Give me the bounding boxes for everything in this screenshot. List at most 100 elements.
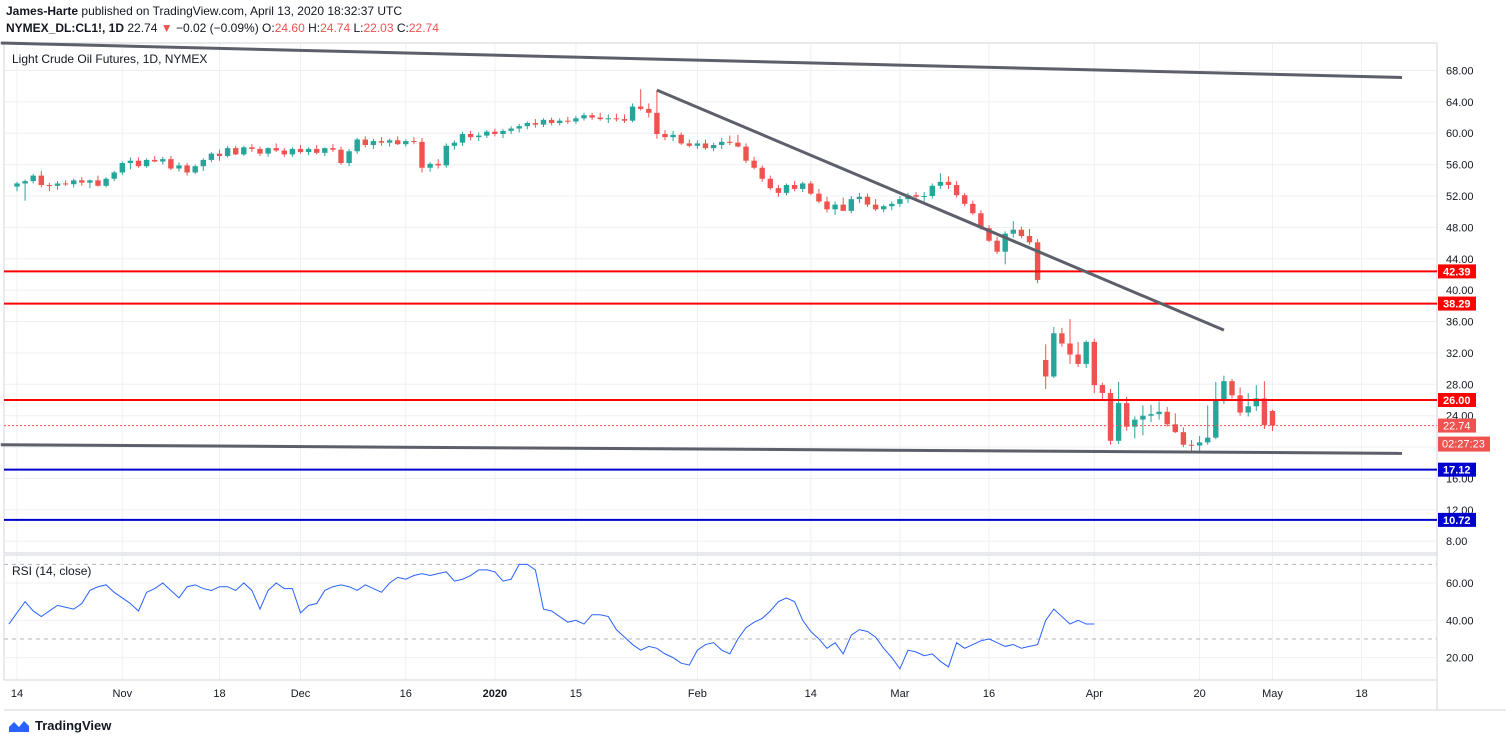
- candle-down: [249, 147, 255, 149]
- low-value: 22.03: [363, 21, 394, 35]
- candle-up: [305, 148, 312, 153]
- candle-up: [1156, 411, 1162, 415]
- candle-down: [1229, 381, 1235, 396]
- last-price-label: 22.74: [1443, 421, 1471, 433]
- candle-up: [403, 141, 409, 145]
- candle-up: [484, 131, 490, 136]
- candle-down: [962, 195, 968, 204]
- time-tick-label: 2020: [483, 688, 507, 700]
- price-tick-label: 60.00: [1446, 128, 1474, 140]
- candle-down: [613, 118, 620, 120]
- candle-up: [354, 139, 360, 152]
- candle-down: [994, 240, 1000, 252]
- candle-up: [443, 145, 449, 166]
- time-tick-label: 18: [213, 688, 225, 700]
- close-label: C:: [396, 21, 409, 35]
- time-tick-label: 16: [400, 688, 412, 700]
- candle-down: [816, 193, 822, 202]
- candle-up: [889, 203, 895, 207]
- candle-up: [386, 140, 393, 143]
- symbol: NYMEX_DL:CL1!, 1D: [6, 21, 125, 35]
- candle-down: [152, 159, 158, 162]
- time-tick-label: Feb: [688, 688, 707, 700]
- candle-down: [435, 163, 441, 166]
- candle-down: [978, 213, 984, 229]
- candle-down: [621, 119, 628, 121]
- candle-down: [135, 160, 142, 167]
- candle-down: [395, 140, 401, 145]
- candle-up: [929, 185, 935, 196]
- candle-down: [824, 201, 830, 210]
- candle-down: [168, 159, 174, 169]
- candle-up: [524, 123, 530, 127]
- candle-up: [670, 134, 676, 138]
- candle-down: [492, 131, 498, 135]
- candle-down: [1018, 229, 1025, 237]
- level-price-label: 10.72: [1443, 515, 1471, 527]
- candle-up: [224, 148, 231, 156]
- candle-up: [160, 159, 166, 162]
- candle-down: [338, 149, 344, 164]
- candle-down: [548, 119, 555, 124]
- candle-down: [735, 142, 741, 147]
- candle-up: [848, 199, 854, 211]
- low-label: L:: [353, 21, 364, 35]
- candle-up: [832, 204, 838, 210]
- candle-up: [22, 181, 28, 184]
- level-price-label: 38.29: [1443, 299, 1471, 311]
- candle-down: [840, 204, 846, 211]
- candle-down: [1164, 411, 1170, 425]
- last-price-tag: [1438, 418, 1476, 433]
- published-text: published on TradingView.com, April 13, …: [81, 4, 403, 18]
- candle-down: [864, 196, 871, 205]
- author-name[interactable]: James-Harte: [6, 4, 79, 18]
- time-tick-label: 14: [805, 688, 817, 700]
- candle-up: [1196, 442, 1203, 446]
- trendline: [0, 41, 1403, 80]
- candle-up: [800, 183, 806, 189]
- tradingview-logo-icon: [9, 720, 29, 732]
- candle-down: [1172, 424, 1178, 433]
- candle-down: [1043, 359, 1049, 377]
- candle-up: [881, 206, 887, 210]
- candle-up: [1140, 415, 1146, 420]
- candle-down: [945, 181, 952, 186]
- level-price-tag: [1438, 393, 1476, 407]
- candle-up: [289, 148, 296, 155]
- candle-down: [95, 180, 101, 186]
- candle-down: [1237, 395, 1243, 413]
- candle-down: [759, 167, 765, 179]
- price-tick-label: 28.00: [1446, 379, 1474, 391]
- candle-down: [257, 148, 263, 154]
- price-tick-label: 48.00: [1446, 222, 1474, 234]
- candle-up: [265, 148, 271, 154]
- candle-up: [14, 183, 20, 187]
- candle-up: [897, 199, 903, 204]
- level-price-tag: [1438, 512, 1476, 527]
- candle-up: [241, 147, 247, 155]
- candle-down: [1091, 341, 1097, 386]
- candle-down: [362, 139, 368, 145]
- candle-up: [921, 196, 927, 197]
- candle-down: [330, 148, 336, 150]
- time-tick-label: 16: [983, 688, 995, 700]
- candle-up: [508, 128, 514, 131]
- candle-up: [370, 141, 377, 145]
- chart-title: Light Crude Oil Futures, 1D, NYMEX: [12, 52, 207, 66]
- candle-up: [1205, 437, 1211, 443]
- candle-up: [1132, 419, 1138, 427]
- publish-info: James-Harte published on TradingView.com…: [6, 4, 402, 18]
- candle-down: [1075, 354, 1081, 364]
- candle-up: [103, 178, 109, 186]
- candle-up: [710, 145, 717, 149]
- candle-down: [1107, 392, 1114, 441]
- rsi-tick-label: 20.00: [1446, 653, 1474, 665]
- time-tick-label: 15: [570, 688, 582, 700]
- footer-brand[interactable]: TradingView: [8, 718, 111, 733]
- candle-down: [411, 141, 417, 143]
- candle-down: [467, 134, 474, 138]
- candle-up: [322, 148, 328, 153]
- candle-up: [143, 159, 150, 167]
- candle-down: [233, 148, 239, 155]
